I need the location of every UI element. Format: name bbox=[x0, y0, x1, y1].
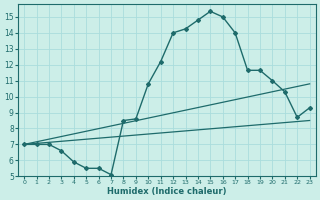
X-axis label: Humidex (Indice chaleur): Humidex (Indice chaleur) bbox=[107, 187, 227, 196]
